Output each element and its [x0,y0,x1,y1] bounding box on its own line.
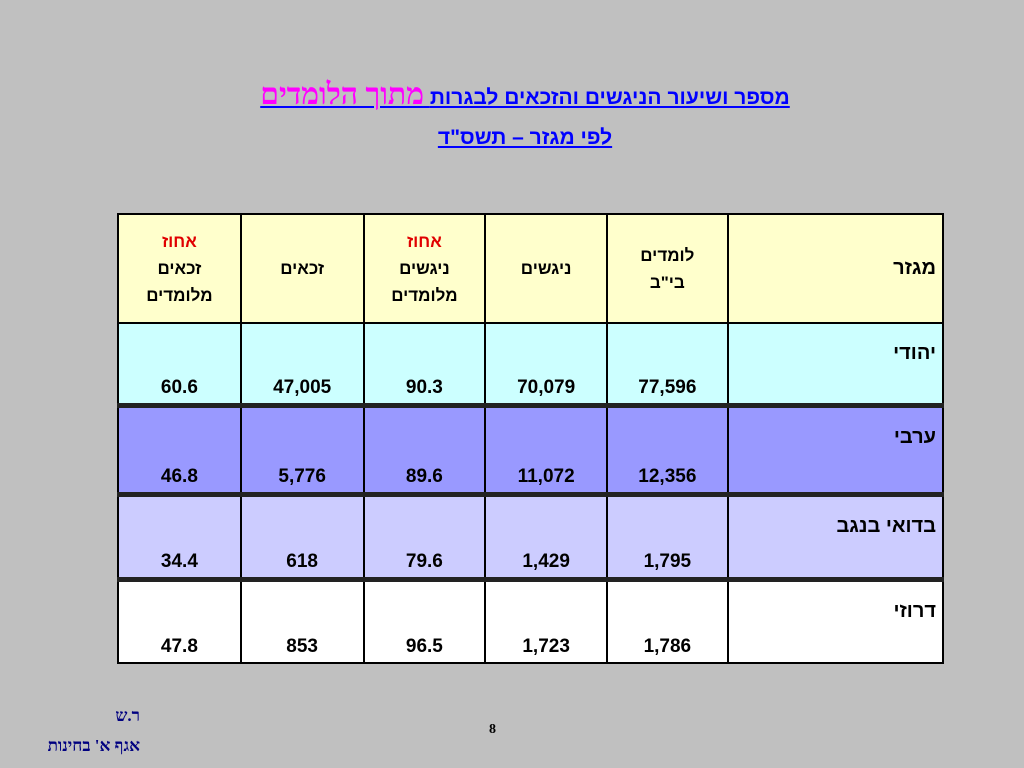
header-text: אחוז [161,232,197,251]
cell: 853 [239,579,365,663]
author: ר.ש [115,706,140,725]
table-row: יהודי 77,596 70,079 90.3 47,005 60.6 [117,323,945,408]
header-text: ניגשים [520,259,572,278]
header-cell: אחוז זכאים מלומדים [117,214,242,324]
table-row: ערבי 12,356 11,072 89.6 5,776 46.8 [117,405,945,497]
sector-name: יהודי [726,323,945,408]
sector-name: ערבי [726,405,945,497]
page-number: 8 [489,722,496,737]
cell: 1,786 [605,579,729,663]
cell: 60.6 [117,323,242,408]
cell: 77,596 [605,323,729,408]
title-line: מספר ושיעור הניגשים והזכאים לבגרות מתוך … [0,78,1024,112]
header-cell: לומדים בי"ב [605,214,729,324]
cell: 47.8 [117,579,242,663]
header-text: מלומדים [391,286,458,305]
cell: 46.8 [117,405,242,497]
cell: 11,072 [484,405,608,497]
sector-name: דרוזי [726,579,945,663]
subtitle: לפי מגזר – תשס"ד [437,126,613,149]
cell: 1,429 [484,494,608,582]
table-row: דרוזי 1,786 1,723 96.5 853 47.8 [117,579,945,663]
header-text: מלומדים [146,286,213,305]
title: מספר ושיעור הניגשים והזכאים לבגרות מתוך … [0,78,1024,150]
table-body: יהודי 77,596 70,079 90.3 47,005 60.6 ערבי 12,35… [117,323,945,663]
cell: 90.3 [362,323,487,408]
cell: 12,356 [605,405,729,497]
title-emphasis: מתוך הלומדים [260,78,424,111]
header-cell: ניגשים [484,214,608,324]
sector-name: בדואי בנגב [726,494,945,582]
data-table: מגזר לומדים בי"ב ניגשים אחוז ניגשים מלומדים זכא… [117,213,945,664]
cell: 79.6 [362,494,487,582]
header-text: בי"ב [649,272,685,292]
header-text: זכאים [280,259,325,278]
cell: 618 [239,494,365,582]
header-text: מגזר [893,257,936,279]
table-header: מגזר לומדים בי"ב ניגשים אחוז ניגשים מלומדים זכא… [117,214,945,324]
header-cell: זכאים [239,214,365,324]
header-text: אחוז [406,232,442,251]
header-cell: אחוז ניגשים מלומדים [362,214,487,324]
header-text: ניגשים [399,259,450,278]
cell: 1,723 [484,579,608,663]
cell: 34.4 [117,494,242,582]
header-row: מגזר לומדים בי"ב ניגשים אחוז ניגשים מלומדים זכא… [117,214,945,324]
header-text: זכאים [157,259,202,278]
department: אגף א' בחינות [47,736,140,755]
cell: 89.6 [362,405,487,497]
cell: 5,776 [239,405,365,497]
cell: 1,795 [605,494,729,582]
header-cell: מגזר [726,214,945,324]
cell: 70,079 [484,323,608,408]
table-row: בדואי בנגב 1,795 1,429 79.6 618 34.4 [117,494,945,582]
title-main: מספר ושיעור הניגשים והזכאים לבגרות [429,86,790,109]
header-text: לומדים [640,245,695,265]
cell: 96.5 [362,579,487,663]
cell: 47,005 [239,323,365,408]
